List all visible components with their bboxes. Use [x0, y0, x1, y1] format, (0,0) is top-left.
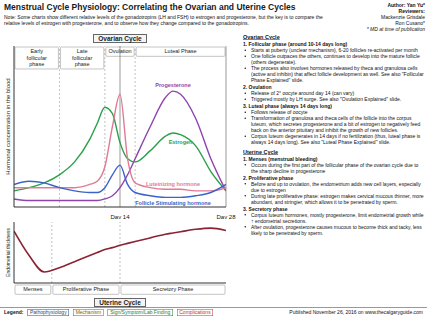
html-text:Triggered mostly by LH surge.: Triggered mostly by LH surge. See also "… — [251, 96, 402, 103]
html-text:2. Ovulation: 2. Ovulation — [243, 84, 272, 91]
html-text:Ron Cusano*: Ron Cusano* — [395, 20, 425, 26]
svg-text:Luteal Phase: Luteal Phase — [165, 48, 197, 54]
html-text:2. Proliferative phase: 2. Proliferative phase — [243, 175, 294, 181]
html-text:Published November 26, 2016 on: Published November 26, 2016 on www.theca… — [289, 309, 423, 315]
html-text:Starts at puberty (unclear mec: Starts at puberty (unclear mechanism), 6… — [251, 47, 418, 54]
html-text:The process also involves horm: The process also involves hormones relea… — [251, 65, 424, 84]
html-text:Uterine Cycle: Uterine Cycle — [243, 148, 279, 155]
html-text:After ovulation, progesterone: After ovulation, progesterone causes muc… — [251, 224, 422, 236]
html-text:Ovarian Cycle: Ovarian Cycle — [243, 34, 280, 40]
html-text:Menstrual Cycle Physiology: Co: Menstrual Cycle Physiology: Correlating … — [4, 2, 296, 12]
html-text:Reviewers:: Reviewers: — [398, 8, 425, 14]
html-text:Corpus luteum degenerates in 1: Corpus luteum degenerates in 14 days if … — [251, 133, 421, 146]
html-text:During late proliferative phas: During late proliferative phase: estroge… — [251, 193, 424, 205]
html-text:1. Follicular phase (around 10: 1. Follicular phase (around 10-14 days l… — [243, 41, 348, 48]
svg-text:Estrogen: Estrogen — [169, 139, 193, 145]
html-text:Author: Yan Yu*: Author: Yan Yu* — [387, 2, 425, 8]
html-text:Occurs during the first part o: Occurs during the first part of the foll… — [251, 162, 419, 174]
html-text:Pathophysiology: Pathophysiology — [29, 309, 67, 315]
html-text:* MD at time of publication: * MD at time of publication — [366, 26, 425, 32]
html-text:Complications: Complications — [179, 309, 211, 315]
svg-text:Latefollicularphase: Latefollicularphase — [72, 48, 92, 67]
html-text:Corpus luteum hormones, mostly: Corpus luteum hormones, mostly progester… — [251, 212, 424, 224]
svg-text:Ovulation: Ovulation — [108, 48, 132, 55]
html-text:3. Luteal phase (always 14 day: 3. Luteal phase (always 14 days long) — [243, 103, 332, 110]
svg-text:Proliferative Phase: Proliferative Phase — [63, 286, 109, 292]
html-text:Legend:: Legend: — [4, 309, 24, 315]
html-text:1. Menses (menstrual bleeding): 1. Menses (menstrual bleeding) — [243, 156, 318, 162]
svg-text:Menses: Menses — [23, 286, 43, 292]
html-text:Ovarian Cycle: Ovarian Cycle — [98, 35, 142, 42]
svg-text:Endometrial thickness: Endometrial thickness — [8, 228, 11, 277]
html-text:Transformation of granulosa an: Transformation of granulosa and theca ce… — [251, 115, 421, 134]
html-text:Release of 2° oocyte around da: Release of 2° oocyte around day 14 (can … — [251, 90, 355, 97]
html-text:Note: Some charts show differe: Note: Some charts show different relativ… — [4, 14, 323, 26]
svg-text:Day 14: Day 14 — [110, 214, 130, 219]
html-text:Sign/Symptom/Lab Finding: Sign/Symptom/Lab Finding — [110, 309, 171, 315]
svg-text:Progesterone: Progesterone — [155, 82, 190, 88]
svg-text:Hormonal concentration in the: Hormonal concentration in the blood — [8, 78, 11, 174]
svg-text:Earlyfollicularphase: Earlyfollicularphase — [27, 48, 47, 67]
html-text:Follows release of oocyte: Follows release of oocyte — [251, 109, 308, 116]
svg-text:Secretory Phase: Secretory Phase — [153, 286, 194, 292]
html-text:3. Secretory phase: 3. Secretory phase — [243, 206, 288, 212]
html-text:Mechanism: Mechanism — [75, 309, 102, 315]
html-text:Mackenzie Grisdale: Mackenzie Grisdale — [381, 14, 425, 20]
svg-text:Follicle Stimulating hormone: Follicle Stimulating hormone — [135, 200, 210, 206]
svg-text:Day 28: Day 28 — [216, 214, 236, 219]
html-text:One follicle outpaces the othe: One follicle outpaces the others, contin… — [251, 53, 420, 66]
html-text:Before and up to ovulation, th: Before and up to ovulation, the endometr… — [251, 181, 421, 193]
html-text:Uterine Cycle: Uterine Cycle — [99, 299, 141, 306]
svg-text:Luteinizing hormone: Luteinizing hormone — [146, 181, 200, 187]
